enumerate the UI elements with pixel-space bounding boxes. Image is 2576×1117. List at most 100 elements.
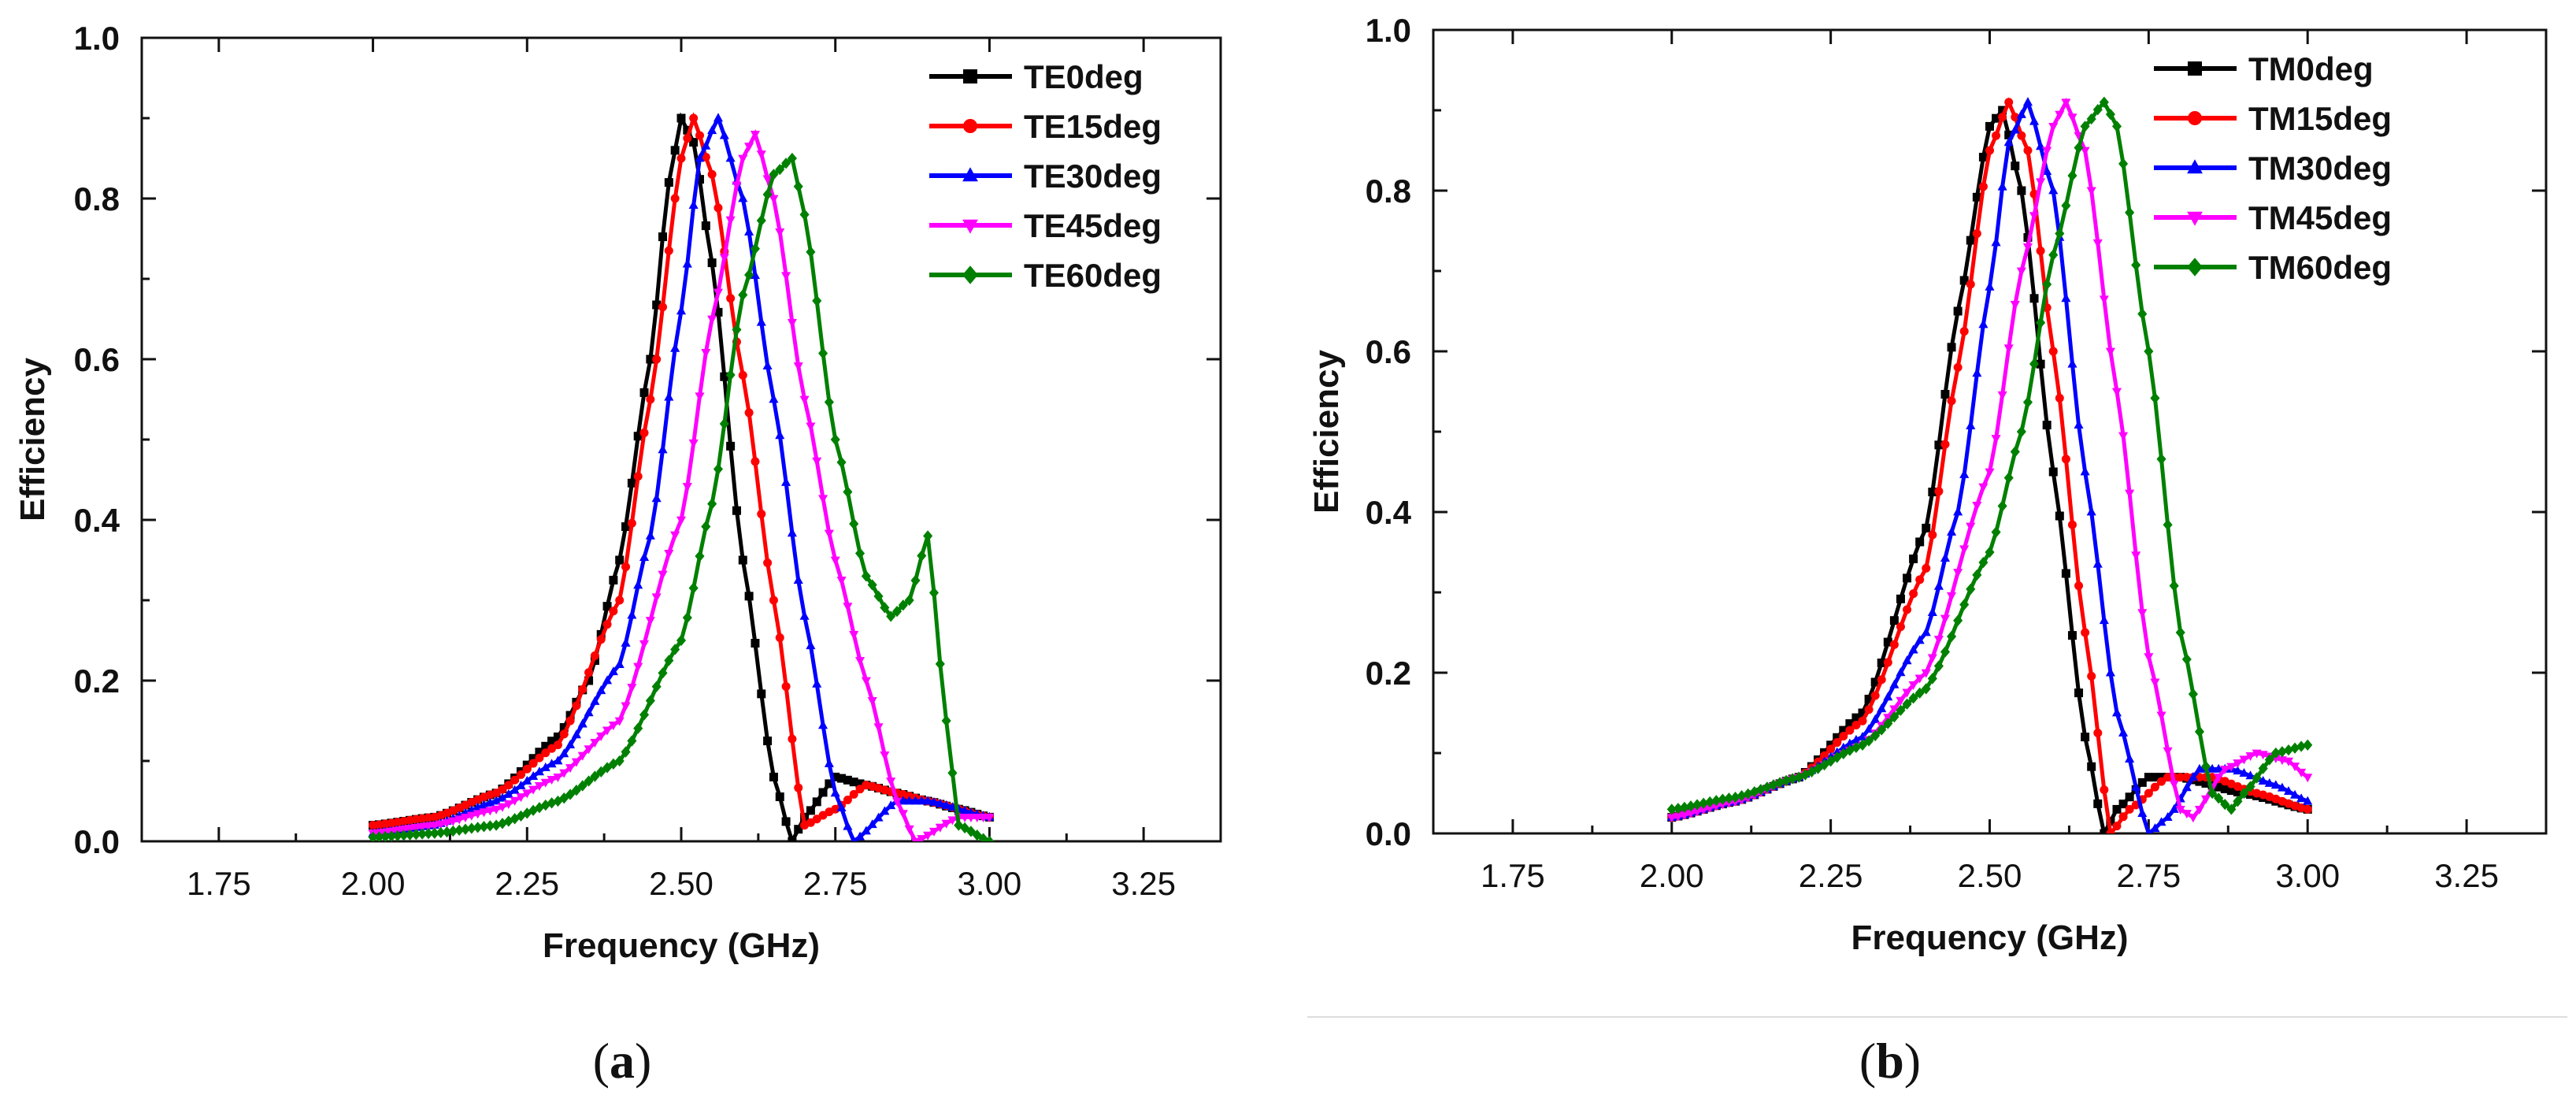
data-point [904,825,914,834]
data-point [688,439,699,448]
data-point [2081,628,2090,637]
data-point [2163,747,2173,756]
x-tick-label: 3.25 [2434,857,2499,894]
data-point [645,530,655,540]
data-point [732,324,742,336]
data-point [683,134,692,143]
data-point [1896,704,1906,716]
data-point [1908,644,1918,654]
plot-area-b [1666,96,2313,833]
data-point [2003,472,2014,484]
data-point [781,272,791,281]
data-point [1972,368,1982,377]
data-point [769,394,779,403]
data-point [540,778,550,788]
data-point [584,745,594,755]
data-point [941,800,951,809]
data-point [873,723,884,733]
data-point [873,812,884,822]
data-point [2264,754,2274,766]
data-point [688,199,699,209]
data-point [633,580,643,589]
data-point [2283,786,2294,796]
data-point [935,798,945,807]
data-point [392,829,402,841]
data-point [843,795,852,804]
data-point [1692,807,1703,817]
data-point [2016,425,2026,438]
data-point [584,707,594,717]
data-point [2137,609,2148,618]
data-point [658,302,668,312]
data-point [682,258,692,268]
data-point [417,828,428,840]
data-point [707,315,717,325]
data-point [910,574,921,587]
chart-a: 1.75 2.00 2.25 2.50 2.75 3.00 3.25 0.0 0.2 0.4 0.6… [13,20,1222,965]
data-point [757,510,766,519]
data-point [2067,113,2077,123]
data-point [2010,301,2020,310]
data-point [652,354,662,364]
data-point [763,558,773,567]
data-point [960,805,970,815]
data-point [1978,152,1988,161]
data-point [917,550,927,562]
legend-marker [2187,159,2203,174]
data-point [2163,773,2173,782]
data-point [2042,166,2052,176]
data-point [1826,744,1836,754]
data-point [670,146,680,155]
x-axis-a: 1.75 2.00 2.25 2.50 2.75 3.00 3.25 [187,38,1176,902]
data-point [1844,744,1855,756]
data-point [658,444,668,454]
data-point [1903,573,1912,583]
data-point [2061,455,2070,464]
data-point [2220,766,2230,774]
data-point [571,758,581,767]
legend-marker [2188,111,2202,125]
legend-item-TM60deg: TM60deg [2154,249,2392,286]
data-point [2150,392,2160,404]
y-tick-label: 0.6 [74,341,120,378]
data-point [738,370,747,380]
legend-label: TE15deg [1024,108,1162,145]
data-point [824,758,834,767]
data-point [608,721,618,730]
data-point [2061,98,2071,108]
data-point [1877,659,1886,668]
data-point [2144,653,2154,662]
data-point [1870,691,1880,700]
data-point [787,318,797,328]
y-tick-label: 0.2 [1366,655,1411,692]
data-point [602,762,613,774]
data-point [2099,615,2109,625]
legend-label: TE0deg [1024,58,1143,95]
data-point [2118,727,2129,737]
data-point [2074,688,2084,698]
data-point [1934,487,1944,496]
data-point [2086,187,2096,196]
data-point [756,214,766,227]
data-point [891,605,903,618]
data-point [818,788,828,797]
data-point [830,556,840,566]
data-point [2226,803,2237,815]
legend-label: TM45deg [2248,199,2392,236]
data-point [1870,714,1881,723]
data-point [2137,807,2148,817]
data-point [1922,563,1931,573]
data-point [1959,469,1970,478]
data-point [928,827,940,837]
data-point [2092,239,2103,248]
data-point [2074,142,2084,154]
data-point [1909,554,1918,563]
data-point [1889,679,1900,688]
data-point [2010,446,2020,458]
data-point [1858,716,1867,725]
data-point [1857,732,1868,740]
data-point [2074,581,2084,591]
data-point [596,732,606,741]
data-point [553,755,563,765]
data-point [577,780,587,792]
